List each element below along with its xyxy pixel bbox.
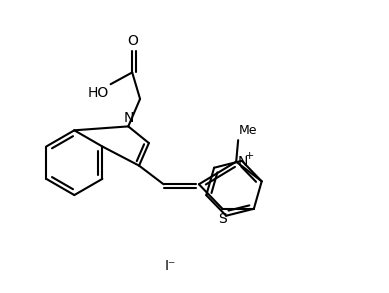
Text: Me: Me	[239, 124, 258, 137]
Text: S: S	[218, 212, 227, 226]
Text: O: O	[127, 34, 138, 48]
Text: N: N	[124, 111, 135, 125]
Text: +: +	[245, 151, 254, 161]
Text: HO: HO	[88, 86, 109, 100]
Text: N: N	[237, 155, 247, 169]
Text: I⁻: I⁻	[165, 259, 176, 273]
